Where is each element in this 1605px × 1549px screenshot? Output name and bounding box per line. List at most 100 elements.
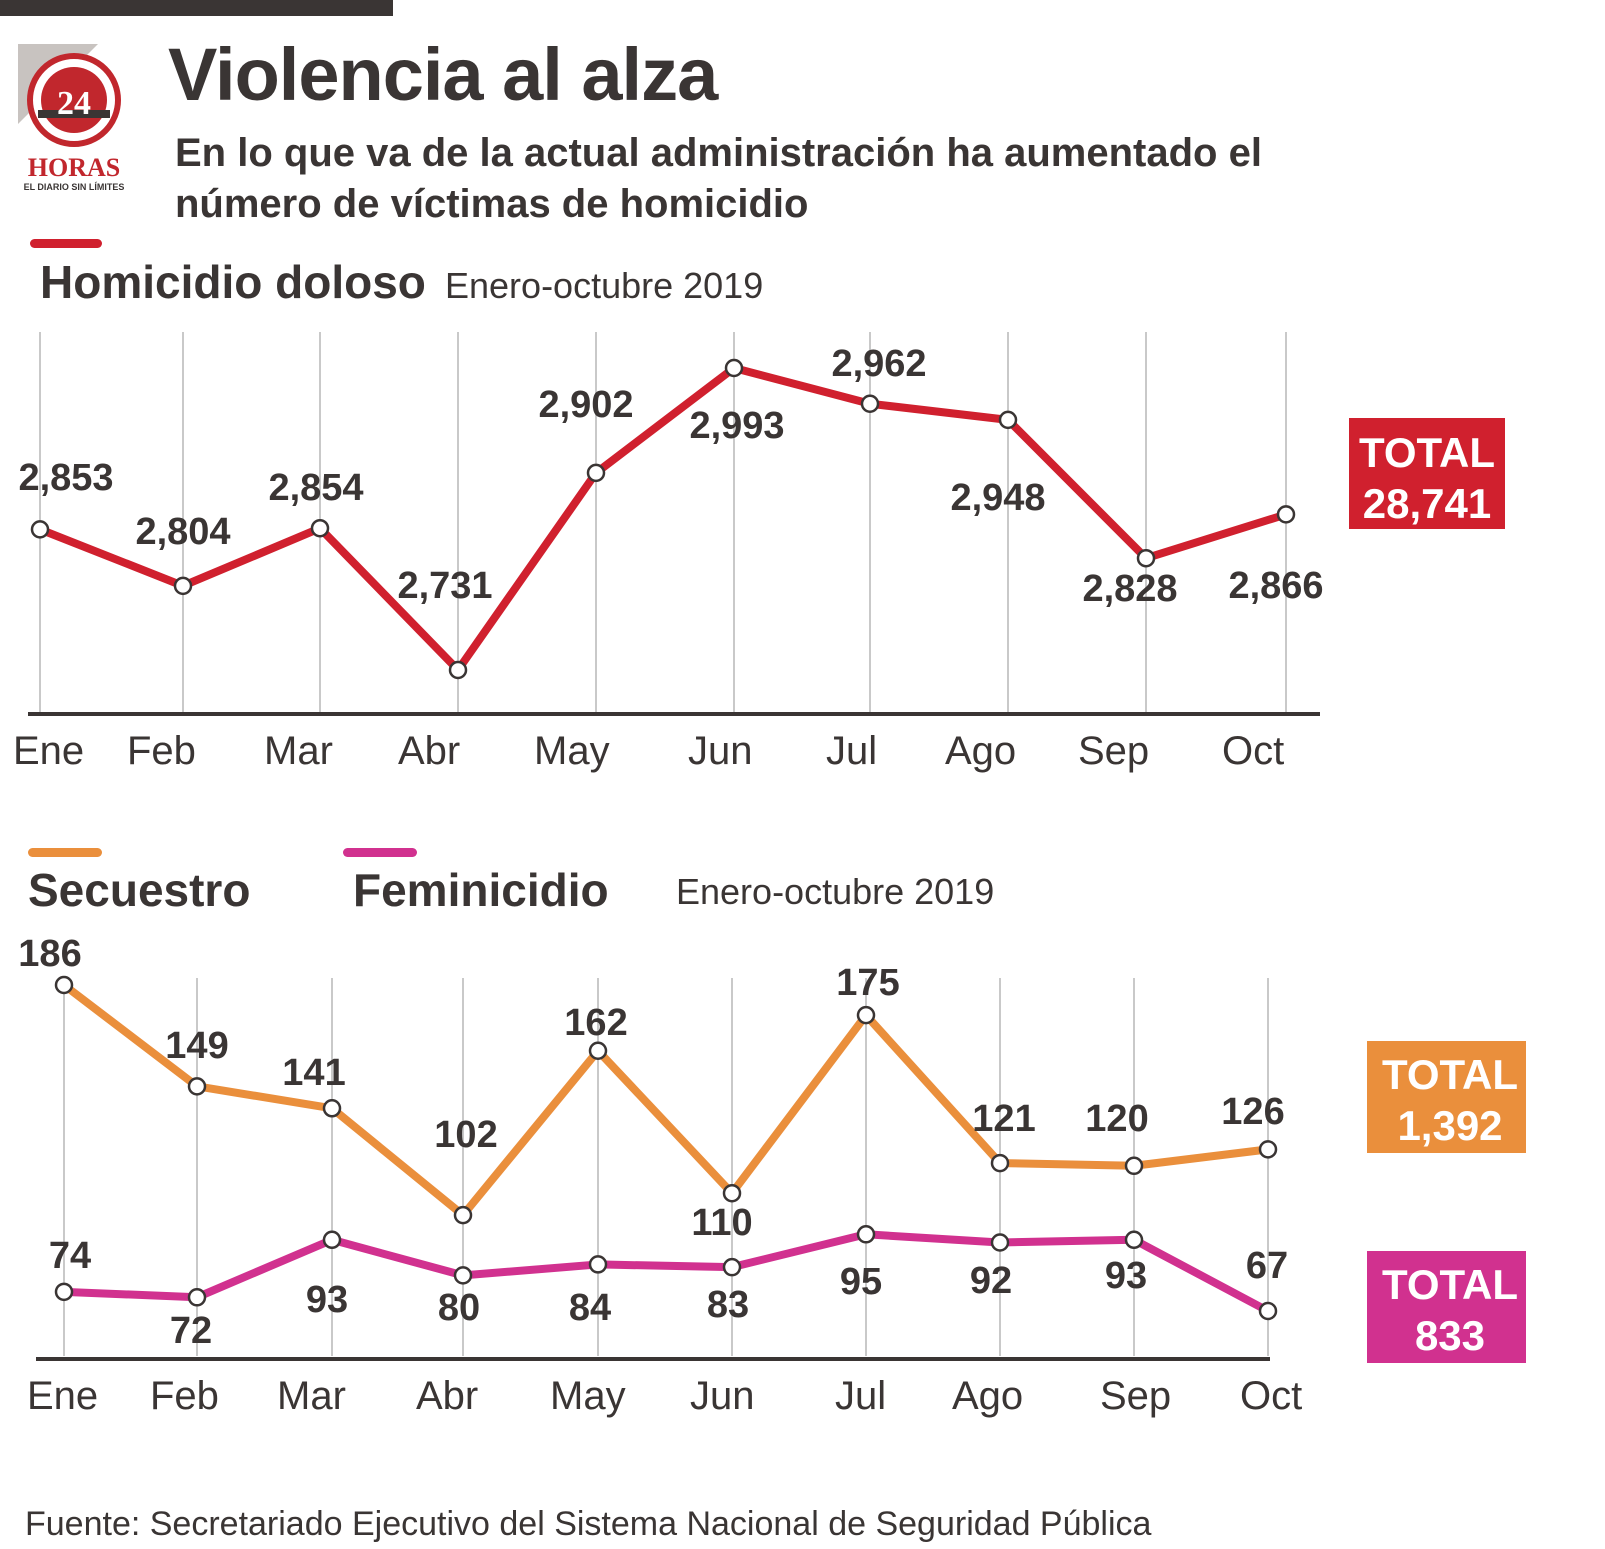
x-tick-label: Oct (1222, 729, 1284, 773)
data-point-feminicidio (453, 1266, 473, 1285)
data-point-feminicidio (1124, 1230, 1144, 1250)
x-tick-label: Mar (264, 729, 333, 773)
data-label-feminicidio: 84 (569, 1287, 611, 1329)
series-title-secuestro: Secuestro (28, 864, 250, 916)
data-point-feminicidio (856, 1225, 876, 1244)
logo-number: 24 (57, 85, 91, 122)
data-point-secuestro (1124, 1156, 1144, 1176)
x-tick-label: Jul (835, 1374, 886, 1418)
data-label: 2,962 (831, 343, 926, 385)
x-tick-label: Jun (688, 729, 753, 773)
data-point (310, 518, 330, 538)
series-title-feminicidio: Feminicidio (353, 864, 609, 916)
data-point (448, 660, 468, 680)
x-tick-label: Jun (690, 1374, 755, 1418)
data-label-feminicidio: 92 (970, 1260, 1012, 1302)
x-tick-label: Oct (1240, 1374, 1302, 1418)
data-label-secuestro: 121 (972, 1098, 1035, 1140)
series-title-homicidio: Homicidio doloso (40, 256, 426, 308)
data-label-secuestro: 175 (836, 962, 899, 1004)
data-label: 2,804 (135, 511, 230, 553)
series-line-secuestro (61, 981, 1269, 1220)
brand-logo: 24 HORAS EL DIARIO SIN LÍMITES (18, 44, 130, 204)
page-subtitle: En lo que va de la actual administración… (175, 131, 1262, 227)
x-tick-label: Feb (150, 1374, 219, 1418)
data-point-feminicidio (990, 1233, 1010, 1252)
data-point-feminicidio (722, 1257, 742, 1277)
data-label-feminicidio: 67 (1246, 1245, 1288, 1287)
x-tick-label: Sep (1078, 729, 1149, 773)
data-label-feminicidio: 74 (49, 1235, 91, 1277)
total-label-secuestro: TOTAL (1382, 1051, 1518, 1098)
data-label: 2,854 (268, 467, 363, 509)
page-title: Violencia al alza (168, 33, 718, 116)
total-box-feminicidio (1367, 1251, 1526, 1363)
data-label: 2,866 (1228, 565, 1323, 607)
data-point-secuestro (54, 975, 74, 995)
x-tick-label: Mar (277, 1374, 346, 1418)
data-point-secuestro (453, 1205, 473, 1225)
data-label: 2,853 (18, 457, 113, 499)
data-label-secuestro: 110 (691, 1202, 752, 1244)
data-point-secuestro (1258, 1140, 1278, 1159)
data-label: 2,731 (397, 565, 492, 607)
data-point-secuestro (187, 1077, 207, 1096)
series-line-homicidio (38, 364, 1288, 674)
series-line-feminicidio (63, 1230, 1270, 1315)
data-label-feminicidio: 95 (840, 1261, 882, 1303)
data-label: 2,993 (689, 405, 784, 447)
source-note: Fuente: Secretariado Ejecutivo del Siste… (25, 1505, 1152, 1543)
data-label-secuestro: 102 (434, 1114, 497, 1156)
total-value-feminicidio: 833 (1415, 1312, 1485, 1359)
x-tick-label: Abr (398, 729, 460, 773)
x-tick-label: Jul (826, 729, 877, 773)
data-label: 2,902 (538, 384, 633, 426)
period-label-chart1: Enero-octubre 2019 (445, 265, 763, 306)
data-label-secuestro: 162 (564, 1002, 627, 1044)
total-box-homicidio (1349, 418, 1505, 529)
data-label: 2,948 (950, 477, 1045, 519)
data-label-feminicidio: 72 (170, 1310, 212, 1352)
total-box-secuestro (1367, 1041, 1526, 1153)
data-point (998, 410, 1018, 430)
data-point-secuestro (588, 1041, 608, 1060)
data-label-feminicidio: 80 (438, 1287, 480, 1329)
legend-swatch-homicidio (30, 239, 102, 248)
data-point (586, 463, 606, 483)
data-point-secuestro (990, 1153, 1010, 1173)
data-label-secuestro: 126 (1221, 1091, 1284, 1133)
x-tick-label: Ene (13, 729, 84, 773)
data-point-feminicidio (187, 1288, 207, 1307)
legend-swatch-feminicidio (343, 848, 417, 857)
data-point (860, 394, 880, 413)
total-label-feminicidio: TOTAL (1382, 1261, 1518, 1308)
data-point (1136, 548, 1156, 568)
data-label-feminicidio: 83 (707, 1284, 749, 1326)
data-label-secuestro: 149 (165, 1025, 228, 1067)
legend-swatch-secuestro (28, 848, 102, 857)
data-label-secuestro: 141 (282, 1052, 345, 1094)
data-point-secuestro (856, 1005, 876, 1025)
data-point (30, 520, 50, 539)
data-point (1276, 505, 1296, 524)
data-label: 2,828 (1082, 568, 1177, 610)
x-tick-label: Abr (416, 1374, 478, 1418)
logo-tagline: EL DIARIO SIN LÍMITES (24, 182, 125, 192)
total-value-secuestro: 1,392 (1397, 1102, 1502, 1149)
x-tick-label: Ago (952, 1374, 1023, 1418)
x-tick-label: Ago (945, 729, 1016, 773)
data-label-feminicidio: 93 (1105, 1255, 1147, 1297)
data-point-feminicidio (1258, 1301, 1278, 1321)
x-tick-label: May (534, 729, 610, 773)
total-value-homicidio: 28,741 (1363, 480, 1491, 527)
data-label-feminicidio: 93 (306, 1279, 348, 1321)
x-tick-label: Feb (127, 729, 196, 773)
data-point-feminicidio (588, 1255, 608, 1274)
data-point-feminicidio (322, 1230, 342, 1250)
x-tick-label: May (550, 1374, 626, 1418)
data-point (173, 576, 193, 596)
top-accent-bar (0, 0, 393, 16)
data-label-secuestro: 186 (18, 933, 81, 975)
x-tick-label: Sep (1100, 1374, 1171, 1418)
